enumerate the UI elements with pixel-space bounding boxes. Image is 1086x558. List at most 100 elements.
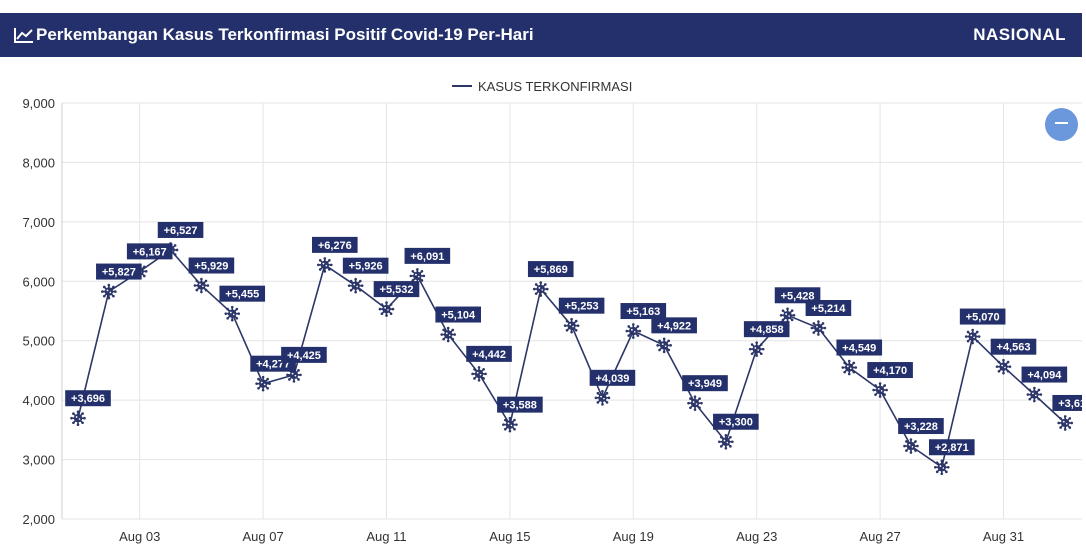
y-tick-label: 2,000 xyxy=(22,512,55,527)
data-point[interactable] xyxy=(994,358,1013,376)
data-point[interactable] xyxy=(593,389,612,407)
data-point[interactable] xyxy=(964,327,982,346)
data-label-box xyxy=(1021,366,1068,383)
data-label-box xyxy=(342,257,389,274)
data-point[interactable] xyxy=(501,416,519,434)
data-label-box xyxy=(898,418,944,435)
y-tick-label: 7,000 xyxy=(22,215,55,230)
data-point[interactable] xyxy=(254,375,272,393)
data-label-box xyxy=(929,439,975,456)
data-point[interactable] xyxy=(778,306,797,324)
header-title-wrap: Perkembangan Kasus Terkonfirmasi Positif… xyxy=(14,13,534,57)
data-label-text: +5,253 xyxy=(565,301,599,313)
data-label: +4,170 xyxy=(867,362,913,379)
data-label-box xyxy=(65,390,111,407)
data-label-text: +2,871 xyxy=(935,442,969,454)
data-point[interactable] xyxy=(316,256,334,274)
data-label: +5,869 xyxy=(527,261,574,278)
data-label: +3,616 xyxy=(1052,394,1086,411)
x-tick-label: Aug 31 xyxy=(983,529,1024,544)
data-label: +4,922 xyxy=(651,317,697,334)
data-point[interactable] xyxy=(748,340,766,358)
data-point[interactable] xyxy=(562,317,581,335)
data-label: +5,163 xyxy=(620,303,667,320)
data-label-text: +4,922 xyxy=(657,320,691,332)
data-label-text: +3,228 xyxy=(904,421,938,433)
data-label-box xyxy=(836,339,883,356)
data-label-text: +4,549 xyxy=(842,343,876,355)
data-label-box xyxy=(373,281,420,298)
data-label-text: +5,532 xyxy=(380,284,414,296)
data-label-text: +4,425 xyxy=(287,350,321,362)
data-point[interactable] xyxy=(902,437,920,455)
y-tick-label: 8,000 xyxy=(22,155,55,170)
data-label-box xyxy=(126,243,173,260)
data-label-text: +3,588 xyxy=(503,400,537,412)
data-point[interactable] xyxy=(223,305,241,323)
data-point[interactable] xyxy=(933,458,951,476)
data-label-box xyxy=(281,346,327,363)
data-label-text: +5,214 xyxy=(811,303,846,315)
data-point[interactable] xyxy=(100,282,118,301)
data-label: +4,563 xyxy=(990,338,1037,355)
data-point[interactable] xyxy=(686,394,704,412)
data-point[interactable] xyxy=(717,433,735,451)
data-label-text: +4,094 xyxy=(1027,370,1062,382)
data-point[interactable] xyxy=(624,322,642,340)
data-label-box xyxy=(774,287,821,304)
data-point[interactable] xyxy=(532,280,550,298)
data-point[interactable] xyxy=(192,276,210,295)
chart-grid xyxy=(62,102,1082,520)
data-point[interactable] xyxy=(377,300,396,318)
minus-icon xyxy=(1055,121,1068,124)
data-point[interactable] xyxy=(470,365,488,383)
region-badge: NASIONAL xyxy=(973,25,1066,44)
data-label-box xyxy=(1052,394,1082,411)
data-label-box xyxy=(990,338,1037,355)
data-point[interactable] xyxy=(871,381,889,399)
data-point[interactable] xyxy=(1025,385,1043,404)
data-label: +5,428 xyxy=(774,287,821,304)
data-label-text: +5,163 xyxy=(626,306,660,318)
data-label: +5,926 xyxy=(342,257,389,274)
data-label-box xyxy=(497,396,543,413)
data-label: +5,104 xyxy=(435,306,481,323)
data-point[interactable] xyxy=(840,358,858,377)
x-tick-label: Aug 11 xyxy=(366,529,406,544)
chart-header: Perkembangan Kasus Terkonfirmasi Positif… xyxy=(0,13,1082,57)
zoom-out-button[interactable] xyxy=(1045,108,1078,141)
line-chart-icon xyxy=(14,28,33,43)
data-label-text: +4,858 xyxy=(750,324,784,336)
data-point[interactable] xyxy=(1056,414,1074,432)
data-label-text: +5,827 xyxy=(102,267,136,279)
data-label-text: +6,527 xyxy=(164,225,198,237)
data-label-box xyxy=(743,321,790,338)
data-label-text: +3,696 xyxy=(71,393,105,405)
data-label-text: +5,926 xyxy=(349,261,383,273)
data-label-text: +3,300 xyxy=(719,417,753,429)
data-label-box xyxy=(312,236,358,253)
data-label-text: +3,949 xyxy=(688,378,722,390)
data-label: +5,214 xyxy=(805,299,852,316)
data-label-text: +5,104 xyxy=(441,310,476,322)
data-label: +5,532 xyxy=(373,281,420,298)
data-point[interactable] xyxy=(655,336,673,354)
data-label-text: +3,616 xyxy=(1058,398,1086,410)
data-point[interactable] xyxy=(439,325,457,344)
data-label: +4,549 xyxy=(836,339,883,356)
y-tick-label: 3,000 xyxy=(22,453,55,468)
x-tick-label: Aug 03 xyxy=(119,529,160,544)
data-point[interactable] xyxy=(347,277,365,295)
data-label-box xyxy=(589,369,636,386)
data-point[interactable] xyxy=(69,409,87,427)
data-label: +3,228 xyxy=(898,418,944,435)
data-label-text: +5,455 xyxy=(225,289,259,301)
x-tick-label: Aug 23 xyxy=(736,529,777,544)
data-label-box xyxy=(959,308,1006,325)
data-point[interactable] xyxy=(809,319,828,337)
plot-area: +3,696+5,827+6,167+6,527+5,929+5,455+4,2… xyxy=(65,221,1086,476)
chart-legend[interactable]: KASUS TERKONFIRMASI xyxy=(452,79,632,94)
data-label-text: +6,091 xyxy=(410,251,444,263)
data-label-text: +5,428 xyxy=(781,290,815,302)
